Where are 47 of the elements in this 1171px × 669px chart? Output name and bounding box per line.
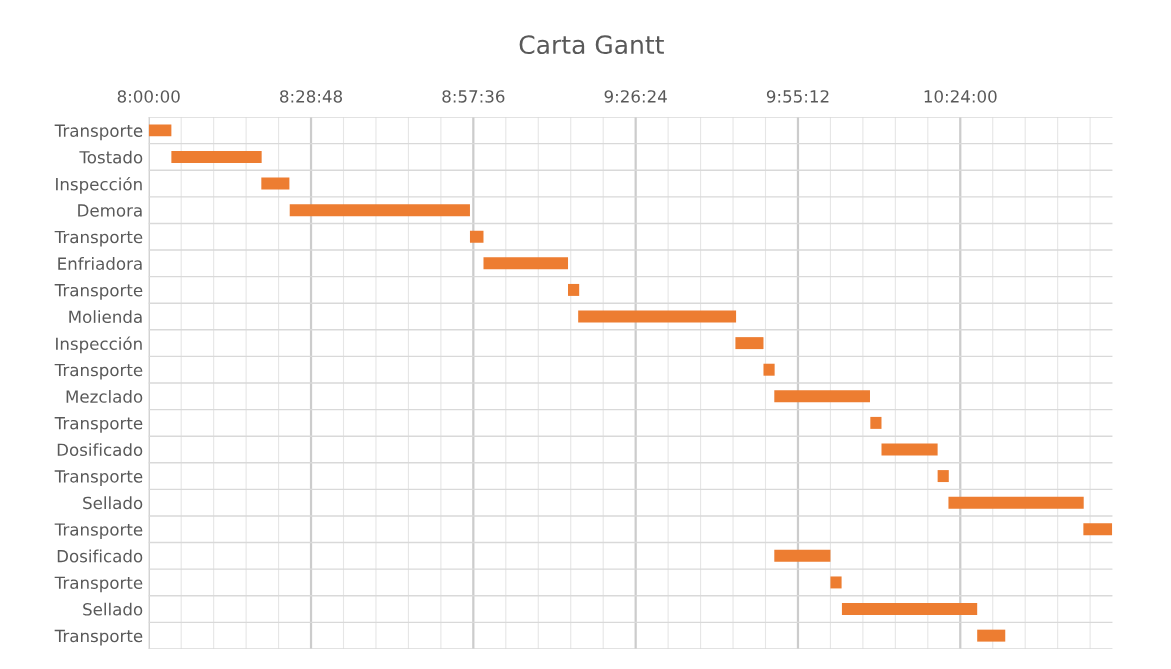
x-tick-label: 8:28:48 [280, 90, 343, 103]
y-tick-label: Demora [78, 204, 142, 217]
bar [774, 549, 831, 562]
bar [261, 177, 290, 190]
bar [289, 204, 470, 217]
bar [483, 257, 569, 270]
y-tick-label: Transporte [54, 363, 143, 380]
bar [977, 629, 1006, 642]
y-tick-label: Tostado [79, 150, 143, 164]
x-tick-label: 9:26:24 [604, 90, 667, 103]
bar [735, 337, 764, 350]
bar [568, 283, 580, 296]
bar [937, 470, 949, 483]
bar [148, 124, 172, 137]
bar [948, 496, 1084, 509]
y-tick-label: Transporte [54, 124, 143, 141]
y-tick-label: Transporte [54, 576, 143, 593]
y-tick-label: Transporte [54, 523, 143, 540]
bar [1083, 523, 1113, 536]
y-tick-label: Transporte [54, 629, 143, 646]
bar [469, 230, 484, 243]
x-tick-label: 8:57:36 [442, 90, 505, 103]
chart-title: Carta Gantt [519, 35, 664, 55]
y-tick-label: Sellado [83, 496, 143, 510]
y-tick-label: Dosificado [57, 443, 143, 457]
y-tick-label: Transporte [54, 417, 143, 433]
y-tick-label: Inspección [56, 336, 142, 354]
bar [870, 416, 882, 429]
bar [578, 310, 737, 323]
bar [841, 603, 978, 616]
bar [881, 443, 938, 456]
bar [774, 390, 870, 403]
y-tick-label: Transporte [54, 470, 143, 486]
y-tick-label: Sellado [83, 602, 143, 616]
y-tick-label: Dosificado [57, 549, 143, 563]
x-tick-label: 10:24:00 [924, 90, 997, 103]
x-tick-label: 8:00:00 [117, 90, 180, 103]
y-tick-label: Transporte [54, 284, 143, 300]
y-tick-label: Inspección [56, 176, 142, 194]
y-tick-label: Mezclado [66, 389, 143, 403]
y-tick-label: Molienda [69, 310, 142, 324]
x-tick-label: 9:55:12 [766, 90, 829, 103]
bar [171, 150, 262, 163]
bar [830, 576, 842, 589]
y-tick-label: Enfriadora [58, 257, 142, 270]
y-tick-label: Transporte [54, 230, 143, 247]
bar [763, 363, 775, 376]
